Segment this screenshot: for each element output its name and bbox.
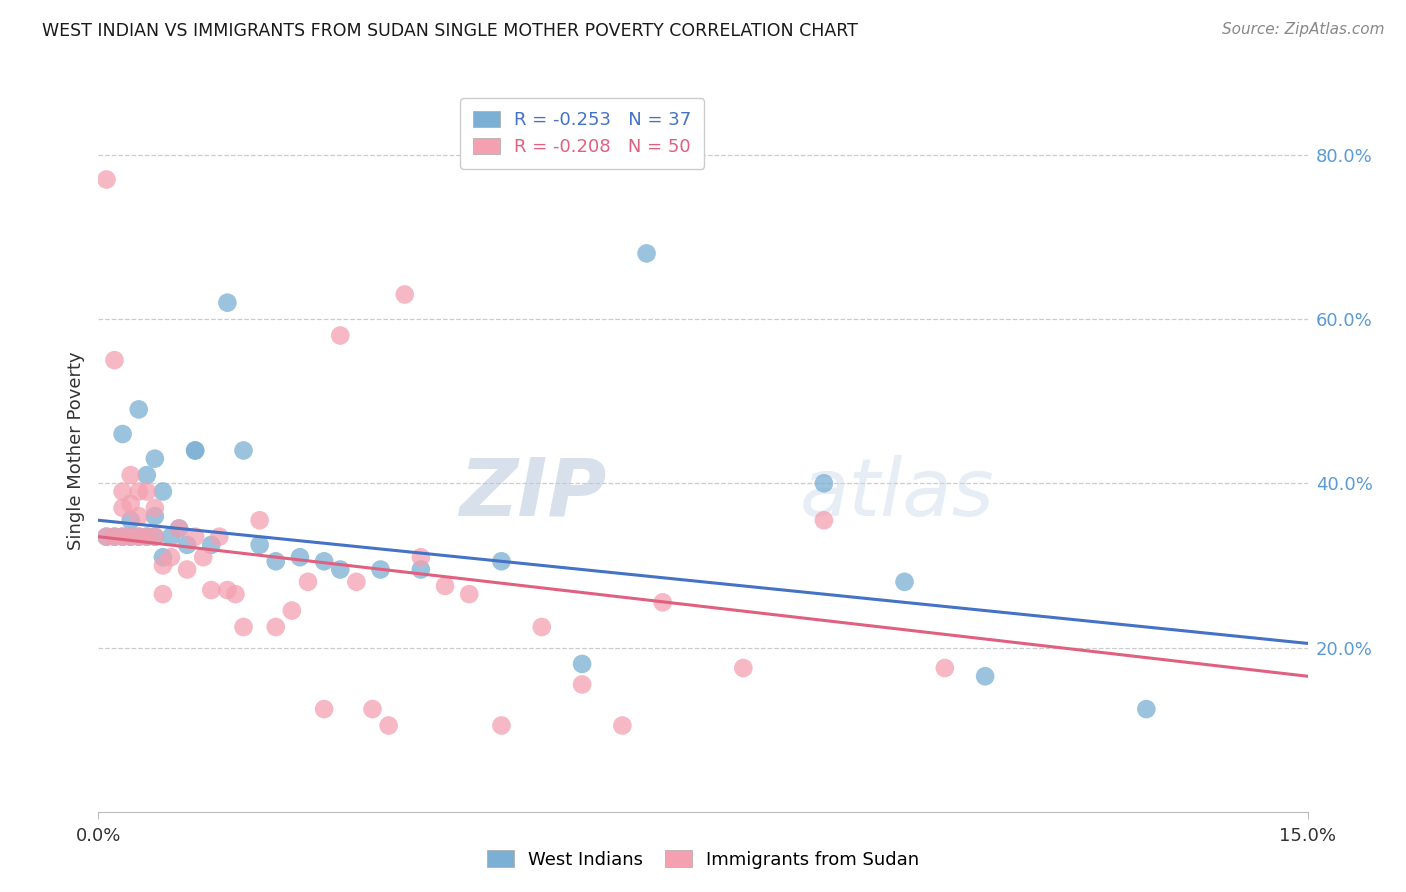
- Point: [167, 521, 190, 535]
- Point: [120, 497, 142, 511]
- Point: [530, 620, 553, 634]
- Point: [232, 620, 254, 634]
- Point: [394, 287, 416, 301]
- Point: [370, 562, 392, 576]
- Point: [120, 530, 142, 544]
- Point: [314, 554, 336, 568]
- Point: [1135, 702, 1157, 716]
- Legend: West Indians, Immigrants from Sudan: West Indians, Immigrants from Sudan: [479, 843, 927, 876]
- Point: [571, 677, 593, 691]
- Point: [111, 530, 134, 544]
- Point: [217, 582, 239, 597]
- Legend: R = -0.253   N = 37, R = -0.208   N = 50: R = -0.253 N = 37, R = -0.208 N = 50: [460, 98, 704, 169]
- Point: [200, 582, 222, 597]
- Point: [128, 484, 150, 499]
- Point: [128, 530, 150, 544]
- Point: [224, 587, 246, 601]
- Point: [184, 530, 207, 544]
- Point: [135, 530, 157, 544]
- Point: [329, 562, 352, 576]
- Point: [636, 246, 658, 260]
- Point: [96, 530, 118, 544]
- Point: [111, 500, 134, 515]
- Text: ZIP: ZIP: [458, 455, 606, 533]
- Point: [160, 550, 183, 565]
- Point: [458, 587, 481, 601]
- Point: [103, 530, 125, 544]
- Point: [152, 484, 174, 499]
- Point: [409, 550, 432, 565]
- Point: [143, 530, 166, 544]
- Point: [281, 603, 304, 617]
- Point: [571, 657, 593, 671]
- Point: [733, 661, 755, 675]
- Point: [135, 530, 157, 544]
- Point: [264, 620, 287, 634]
- Point: [111, 530, 134, 544]
- Point: [974, 669, 997, 683]
- Point: [103, 530, 125, 544]
- Point: [434, 579, 457, 593]
- Text: WEST INDIAN VS IMMIGRANTS FROM SUDAN SINGLE MOTHER POVERTY CORRELATION CHART: WEST INDIAN VS IMMIGRANTS FROM SUDAN SIN…: [42, 22, 858, 40]
- Point: [329, 328, 352, 343]
- Point: [96, 530, 118, 544]
- Point: [128, 530, 150, 544]
- Point: [208, 530, 231, 544]
- Point: [152, 558, 174, 573]
- Point: [135, 468, 157, 483]
- Point: [193, 550, 215, 565]
- Point: [184, 443, 207, 458]
- Point: [217, 295, 239, 310]
- Point: [120, 530, 142, 544]
- Point: [128, 509, 150, 524]
- Point: [152, 587, 174, 601]
- Point: [184, 443, 207, 458]
- Point: [160, 530, 183, 544]
- Point: [288, 550, 311, 565]
- Point: [135, 484, 157, 499]
- Point: [120, 468, 142, 483]
- Point: [491, 554, 513, 568]
- Point: [813, 476, 835, 491]
- Point: [377, 718, 399, 732]
- Point: [409, 562, 432, 576]
- Point: [176, 538, 198, 552]
- Point: [152, 550, 174, 565]
- Point: [612, 718, 634, 732]
- Point: [249, 513, 271, 527]
- Point: [96, 172, 118, 186]
- Point: [143, 509, 166, 524]
- Point: [314, 702, 336, 716]
- Point: [176, 562, 198, 576]
- Point: [111, 484, 134, 499]
- Point: [813, 513, 835, 527]
- Y-axis label: Single Mother Poverty: Single Mother Poverty: [66, 351, 84, 549]
- Point: [344, 574, 367, 589]
- Point: [651, 595, 673, 609]
- Point: [111, 427, 134, 442]
- Point: [103, 353, 125, 368]
- Point: [143, 500, 166, 515]
- Point: [232, 443, 254, 458]
- Point: [128, 402, 150, 417]
- Point: [143, 530, 166, 544]
- Point: [143, 451, 166, 466]
- Point: [120, 513, 142, 527]
- Point: [200, 538, 222, 552]
- Point: [893, 574, 915, 589]
- Point: [297, 574, 319, 589]
- Point: [249, 538, 271, 552]
- Point: [167, 521, 190, 535]
- Point: [361, 702, 384, 716]
- Text: atlas: atlas: [800, 455, 994, 533]
- Point: [491, 718, 513, 732]
- Point: [264, 554, 287, 568]
- Point: [934, 661, 956, 675]
- Text: Source: ZipAtlas.com: Source: ZipAtlas.com: [1222, 22, 1385, 37]
